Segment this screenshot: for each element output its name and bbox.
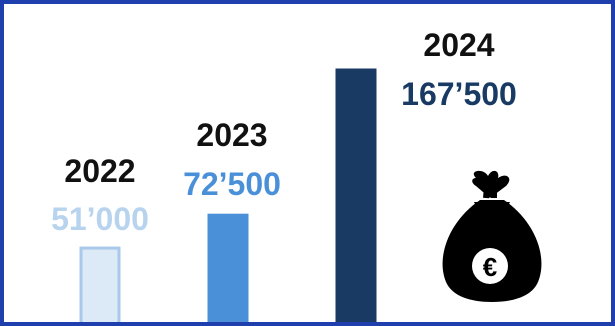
value-label-2022: 51’000 — [51, 201, 149, 237]
bars-group — [79, 68, 377, 322]
year-label-2022: 2022 — [64, 153, 135, 189]
labels-group: 2022 51’000 2023 72’500 2024 167’500 — [51, 27, 517, 237]
bar-2024 — [335, 68, 377, 322]
euro-symbol: € — [483, 252, 497, 282]
bar-2022 — [79, 246, 121, 322]
bar-2023 — [207, 213, 249, 322]
value-label-2023: 72’500 — [183, 166, 281, 202]
year-label-2024: 2024 — [423, 27, 494, 63]
euro-money-bag-icon: € — [442, 170, 542, 302]
bar-chart: 2022 51’000 2023 72’500 2024 167’500 € — [51, 27, 542, 322]
value-label-2024: 167’500 — [401, 76, 517, 112]
year-label-2023: 2023 — [196, 117, 267, 153]
